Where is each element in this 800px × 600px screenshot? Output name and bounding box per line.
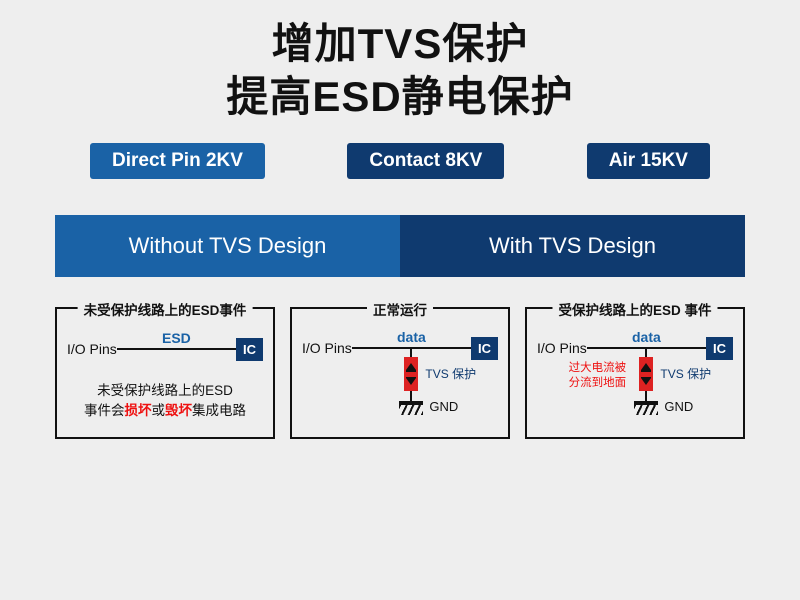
- title-line-2: 提高ESD静电保护: [0, 71, 800, 124]
- panel-normal: 正常运行 I/O Pins data TVS 保护: [290, 307, 510, 439]
- note-red: 损坏: [125, 403, 152, 418]
- ground-icon: [399, 401, 423, 415]
- wire: ESD: [117, 348, 236, 350]
- circuit: I/O Pins data TVS 保护 GND: [537, 331, 733, 427]
- ic-chip: IC: [706, 337, 733, 360]
- ground-icon: [634, 401, 658, 415]
- note-text: 未受保护线路上的ESD: [97, 383, 233, 398]
- note-text: 事件会: [84, 403, 125, 418]
- io-pins-label: I/O Pins: [537, 340, 587, 356]
- panel-caption: 未受保护线路上的ESD事件: [78, 299, 253, 319]
- damage-note: 未受保护线路上的ESD 事件会损坏或毁坏集成电路: [67, 381, 263, 420]
- spec-row: Direct Pin 2KV Contact 8KV Air 15KV: [0, 143, 800, 179]
- tvs-label: TVS 保护: [425, 365, 476, 382]
- wire: data TVS 保护 GND 过大电流被: [587, 347, 706, 349]
- tvs-diode: [634, 347, 658, 415]
- tvs-body-icon: [639, 357, 653, 391]
- note-text: 集成电路: [192, 403, 246, 418]
- io-pins-label: I/O Pins: [302, 340, 352, 356]
- title-block: 增加TVS保护 提高ESD静电保护: [0, 0, 800, 123]
- tvs-label: TVS 保护: [660, 365, 711, 382]
- spec-contact: Contact 8KV: [347, 143, 504, 179]
- panel-unprotected: 未受保护线路上的ESD事件 I/O Pins ESD IC 未受保护线路上的ES…: [55, 307, 275, 439]
- spec-air: Air 15KV: [587, 143, 710, 179]
- spec-direct-pin: Direct Pin 2KV: [90, 143, 265, 179]
- gnd-label: GND: [664, 399, 693, 414]
- compare-with: With TVS Design: [400, 215, 745, 277]
- panel-caption: 正常运行: [367, 299, 433, 319]
- panel-caption: 受保护线路上的ESD 事件: [552, 299, 717, 319]
- compare-without: Without TVS Design: [55, 215, 400, 277]
- ic-chip: IC: [236, 338, 263, 361]
- wire-label-esd: ESD: [162, 330, 191, 346]
- panel-row: 未受保护线路上的ESD事件 I/O Pins ESD IC 未受保护线路上的ES…: [55, 307, 745, 439]
- note-red: 毁坏: [165, 403, 192, 418]
- note-text: 过大电流被: [569, 362, 627, 374]
- compare-row: Without TVS Design With TVS Design: [55, 215, 745, 277]
- tvs-diode: [399, 347, 423, 415]
- panel-protected-esd: 受保护线路上的ESD 事件 I/O Pins data TV: [525, 307, 745, 439]
- ic-chip: IC: [471, 337, 498, 360]
- wire: data TVS 保护 GND: [352, 347, 471, 349]
- tvs-body-icon: [404, 357, 418, 391]
- wire-label-data: data: [632, 329, 661, 345]
- circuit: I/O Pins data TVS 保护 GND: [302, 331, 498, 427]
- gnd-label: GND: [429, 399, 458, 414]
- io-pins-label: I/O Pins: [67, 341, 117, 357]
- wire-label-data: data: [397, 329, 426, 345]
- shunt-note: 过大电流被 分流到地面: [562, 361, 632, 391]
- note-text: 或: [152, 403, 166, 418]
- circuit: I/O Pins ESD IC: [67, 331, 263, 367]
- title-line-1: 增加TVS保护: [0, 18, 800, 71]
- note-text: 分流到地面: [569, 377, 627, 389]
